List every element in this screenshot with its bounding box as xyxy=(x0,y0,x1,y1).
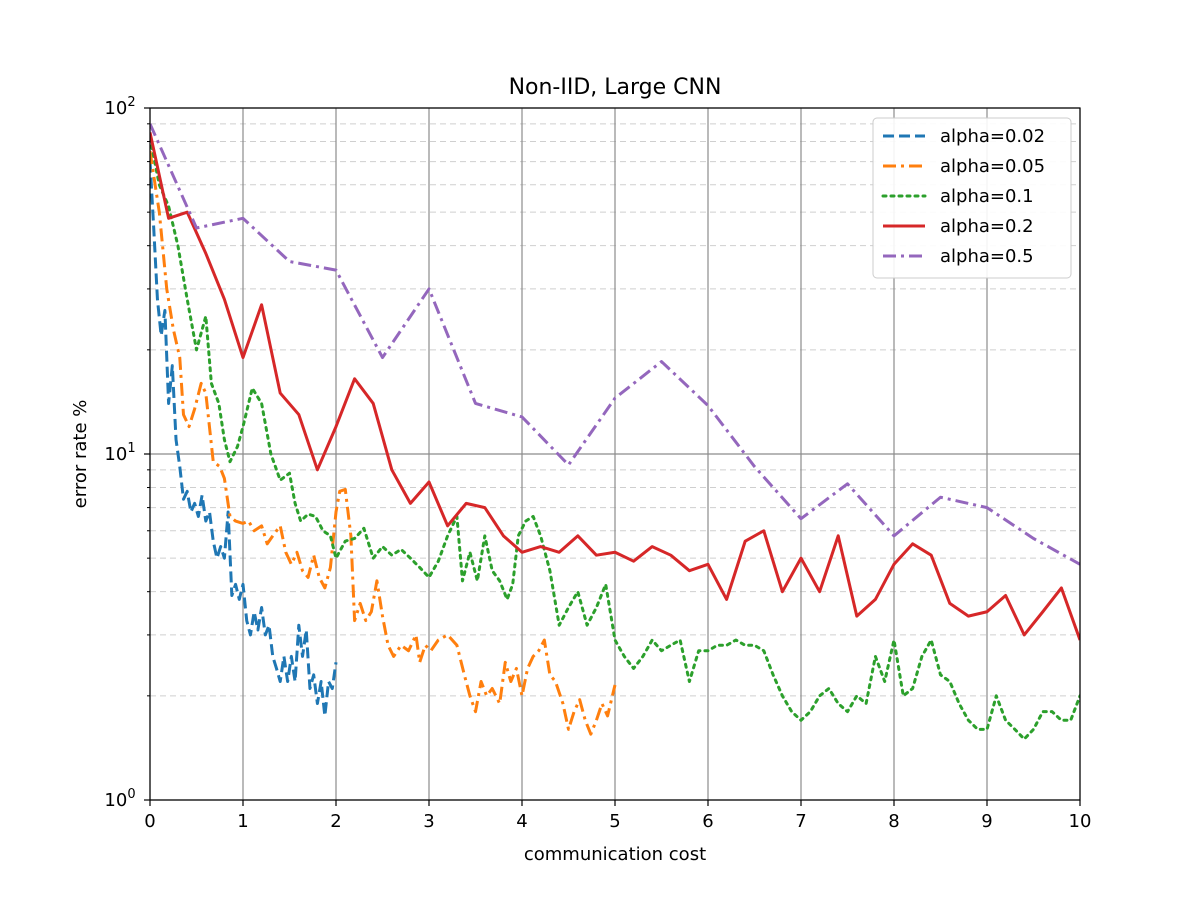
x-tick-label: 7 xyxy=(795,811,806,832)
series-line-alpha-0-02 xyxy=(150,161,338,718)
y-tick-label: 100 xyxy=(104,787,135,811)
legend-label: alpha=0.1 xyxy=(940,186,1034,207)
legend-label: alpha=0.5 xyxy=(940,246,1034,267)
x-tick-label: 5 xyxy=(609,811,620,832)
legend-box xyxy=(872,117,1072,279)
series-line-alpha-0-05 xyxy=(150,151,617,736)
x-tick-label: 3 xyxy=(423,811,434,832)
y-axis: 100 101 102 xyxy=(104,95,150,811)
legend-label: alpha=0.02 xyxy=(940,126,1045,147)
series-line-alpha-0-5 xyxy=(150,123,1080,566)
y-axis-label: error rate % xyxy=(70,400,91,509)
y-tick-label: 101 xyxy=(104,441,135,465)
y-tick-label: 102 xyxy=(104,95,135,119)
x-tick-label: 6 xyxy=(702,811,713,832)
x-tick-label: 1 xyxy=(237,811,248,832)
x-tick-label: 9 xyxy=(981,811,992,832)
legend: alpha=0.02 alpha=0.05 alpha=0.1 alpha=0.2 al… xyxy=(872,117,1072,279)
legend-label: alpha=0.05 xyxy=(940,156,1045,177)
chart-title: Non-IID, Large CNN xyxy=(509,75,722,100)
series-line-alpha-0-2 xyxy=(150,132,1080,641)
x-tick-label: 10 xyxy=(1069,811,1092,832)
x-axis: 0 1 2 3 4 5 6 7 8 9 10 xyxy=(144,800,1091,832)
series-layer xyxy=(150,123,1080,741)
x-tick-label: 8 xyxy=(888,811,899,832)
x-tick-label: 0 xyxy=(144,811,155,832)
series-line-alpha-0-1 xyxy=(150,136,1080,741)
x-tick-label: 4 xyxy=(516,811,527,832)
x-axis-label: communication cost xyxy=(524,844,706,865)
legend-label: alpha=0.2 xyxy=(940,216,1034,237)
x-tick-label: 2 xyxy=(330,811,341,832)
